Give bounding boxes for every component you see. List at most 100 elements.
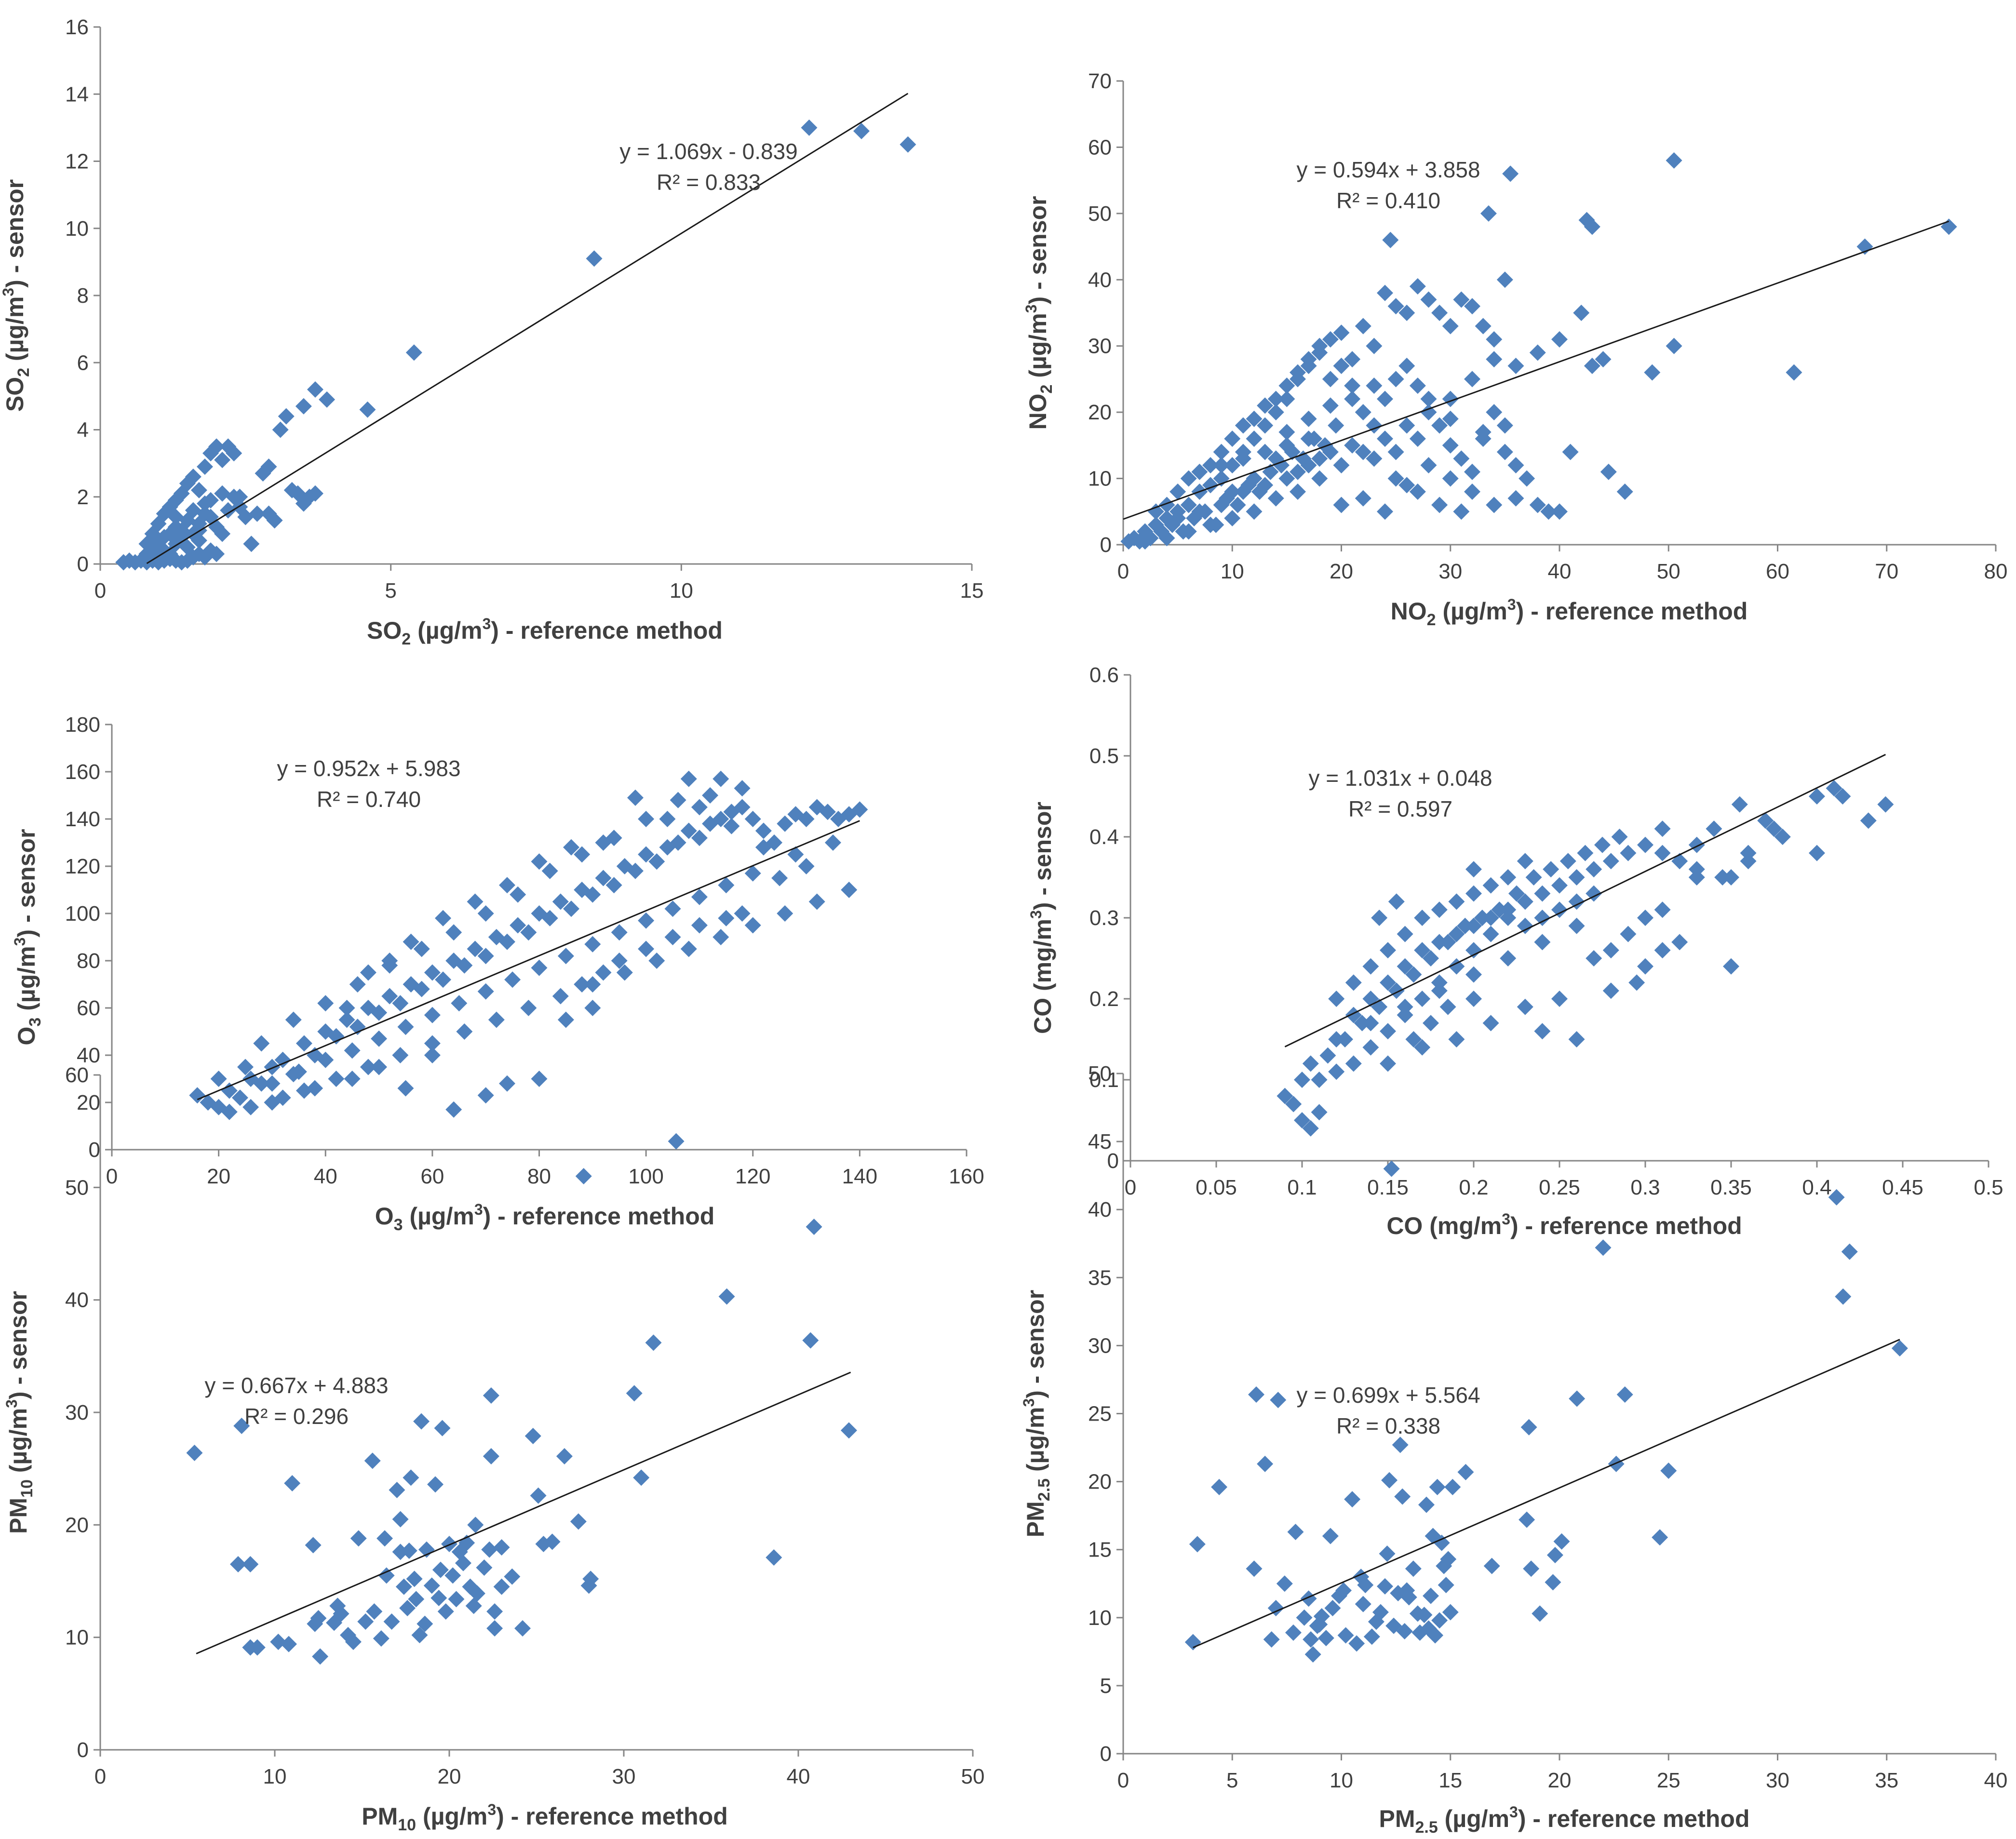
data-point	[514, 1620, 531, 1637]
data-point	[1377, 430, 1393, 447]
data-point	[1584, 357, 1600, 374]
data-point	[1344, 1491, 1361, 1508]
data-point	[285, 1011, 302, 1028]
data-point	[371, 1030, 388, 1047]
y-tick-label: 14	[65, 82, 89, 106]
data-point	[360, 1059, 376, 1075]
data-point	[1213, 497, 1230, 513]
x-tick-label: 60	[420, 1165, 444, 1188]
data-point	[1371, 910, 1388, 926]
trendline-equation: y = 0.699x + 5.564	[1296, 1383, 1480, 1408]
data-point	[574, 846, 591, 863]
data-point	[504, 1568, 521, 1585]
data-point	[260, 458, 277, 475]
data-point	[1568, 1031, 1585, 1047]
data-point	[1267, 404, 1284, 421]
data-point	[1290, 483, 1306, 500]
data-point	[406, 1571, 423, 1587]
data-point	[1517, 893, 1533, 910]
trendline	[1284, 753, 1886, 1047]
x-tick-label: 30	[612, 1765, 636, 1788]
data-point	[1328, 991, 1345, 1007]
data-point	[242, 1099, 259, 1115]
data-point	[467, 1517, 484, 1533]
y-tick-label: 8	[77, 284, 89, 308]
data-point	[1328, 417, 1344, 434]
data-point	[1442, 1604, 1459, 1621]
data-point	[1723, 958, 1739, 975]
data-point	[691, 799, 708, 816]
data-point	[399, 1600, 416, 1616]
data-point	[1442, 410, 1459, 427]
data-point	[1637, 836, 1653, 853]
data-point	[359, 401, 376, 418]
data-point	[1644, 364, 1661, 381]
data-point	[397, 1080, 414, 1097]
y-axis-title: NO2 (µg/m3) - sensor	[1022, 196, 1056, 430]
data-point	[344, 1071, 361, 1087]
data-point	[1355, 404, 1371, 421]
data-point	[1380, 1023, 1396, 1040]
y-tick-label: 60	[1088, 135, 1112, 159]
y-tick-label: 40	[1088, 1198, 1112, 1222]
trendline-equation: y = 1.069x - 0.839	[619, 139, 798, 164]
data-point	[670, 792, 686, 808]
data-point	[1267, 490, 1284, 507]
data-point	[626, 1385, 643, 1402]
x-tick-label: 10	[263, 1765, 287, 1788]
data-point	[584, 976, 601, 993]
data-point	[1757, 812, 1774, 829]
x-tick-label: 50	[1657, 560, 1680, 583]
y-tick-label: 2	[77, 485, 89, 509]
data-point	[1440, 1551, 1457, 1568]
data-point	[310, 1610, 327, 1626]
data-point	[552, 893, 569, 910]
data-point	[1180, 470, 1197, 487]
x-tick-label: 40	[314, 1165, 337, 1188]
data-point	[691, 917, 708, 934]
data-point	[1457, 1463, 1474, 1480]
data-point	[1448, 1031, 1465, 1047]
data-point	[616, 964, 633, 981]
data-point	[541, 910, 558, 926]
data-point	[702, 787, 719, 804]
data-point	[556, 1448, 573, 1464]
data-point	[1388, 893, 1405, 910]
data-point	[389, 1482, 405, 1498]
data-point	[296, 1035, 312, 1052]
data-point	[1355, 490, 1371, 507]
data-point	[1486, 331, 1503, 348]
data-point	[777, 815, 793, 832]
data-point	[156, 529, 173, 546]
data-point	[1355, 443, 1371, 460]
data-point	[1362, 958, 1379, 975]
data-point	[1348, 1635, 1365, 1652]
data-point	[486, 1603, 503, 1620]
data-point	[499, 1075, 516, 1092]
data-point	[345, 1634, 362, 1650]
data-point	[417, 1615, 433, 1632]
chart-panel-1: 0 2 4 6 8 10 12 14 16 0 5 10 15 y = 1.069x - 0.839 R² …	[0, 15, 983, 648]
data-point	[1586, 861, 1602, 878]
data-point	[638, 912, 655, 929]
y-tick-label: 16	[65, 15, 89, 39]
x-tick-label: 0	[94, 1765, 106, 1788]
y-tick-label: 15	[1088, 1538, 1112, 1562]
data-point	[1147, 503, 1164, 520]
data-point	[1328, 1063, 1345, 1080]
data-point	[270, 1634, 287, 1650]
data-point	[1423, 1015, 1439, 1032]
data-point	[1398, 417, 1415, 434]
data-point	[437, 1603, 454, 1620]
data-point	[456, 1023, 473, 1040]
data-point	[1300, 430, 1317, 447]
data-point	[493, 1539, 510, 1556]
data-point	[481, 1541, 498, 1558]
data-point	[1257, 417, 1274, 434]
x-axis-title: SO2 (µg/m3) - reference method	[367, 615, 723, 648]
data-point	[1392, 1436, 1409, 1453]
data-point	[1628, 974, 1645, 991]
data-point	[1211, 1478, 1228, 1495]
data-point	[1246, 410, 1263, 427]
data-point	[510, 917, 526, 934]
